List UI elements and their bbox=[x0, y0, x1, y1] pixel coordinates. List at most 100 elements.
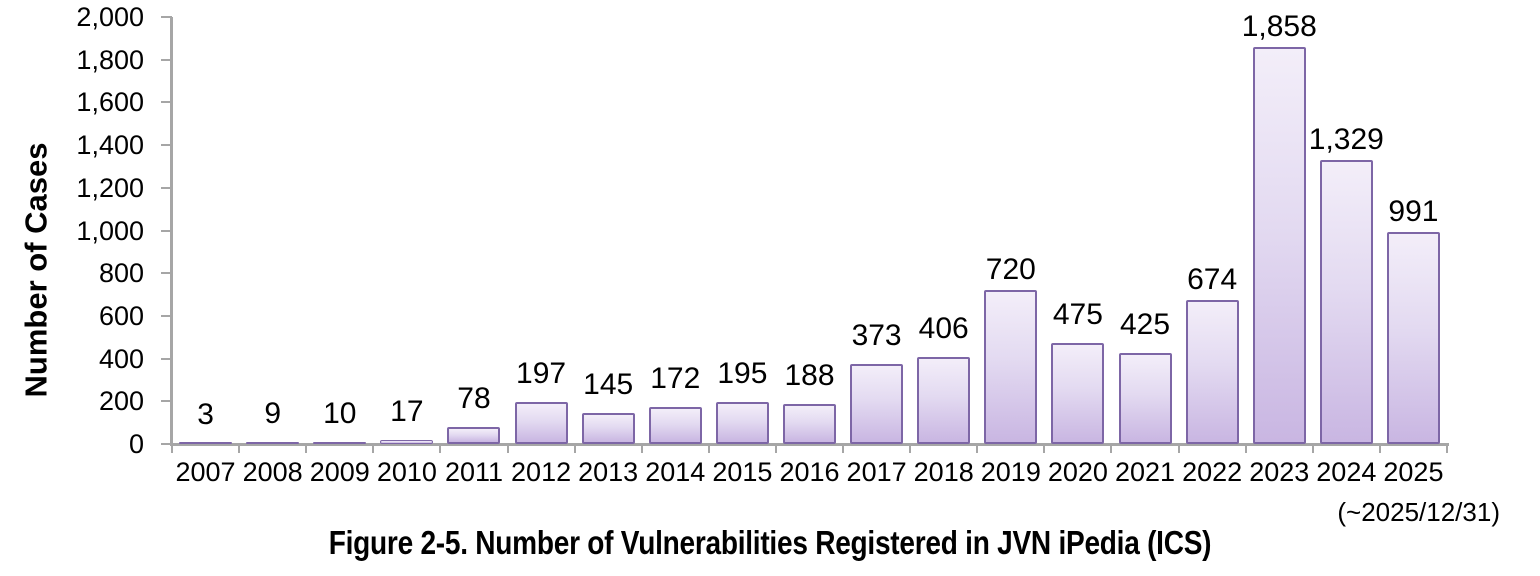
x-tick bbox=[976, 444, 979, 453]
x-tick-label-2016: 2016 bbox=[779, 457, 840, 487]
x-tick bbox=[640, 444, 643, 453]
x-tick-label-2008: 2008 bbox=[242, 457, 303, 487]
x-tick-label-2023: 2023 bbox=[1249, 457, 1310, 487]
x-tick bbox=[774, 444, 777, 453]
bar-2018 bbox=[917, 357, 971, 444]
x-tick bbox=[171, 444, 173, 453]
y-tick bbox=[161, 229, 172, 232]
bar-2015 bbox=[715, 402, 769, 444]
x-tick-label-2012: 2012 bbox=[511, 457, 572, 487]
x-tick-label-2014: 2014 bbox=[645, 457, 706, 487]
y-tick-label: 1,800 bbox=[76, 44, 144, 75]
bar-value-2023: 1,858 bbox=[1241, 10, 1317, 44]
bar-value-2017: 373 bbox=[851, 319, 902, 353]
bar-2007 bbox=[179, 442, 233, 444]
bar-2024 bbox=[1319, 160, 1373, 444]
y-axis-line bbox=[170, 17, 173, 446]
x-tick bbox=[909, 444, 912, 453]
y-tick bbox=[161, 443, 172, 445]
bar-2017 bbox=[850, 364, 904, 444]
x-tick-label-2019: 2019 bbox=[980, 457, 1041, 487]
y-tick-label: 1,400 bbox=[76, 130, 144, 161]
bar-value-2010: 17 bbox=[390, 395, 424, 429]
bar-2023 bbox=[1252, 47, 1306, 444]
bar-value-2024: 1,329 bbox=[1308, 123, 1384, 157]
x-tick-label-2007: 2007 bbox=[175, 457, 236, 487]
x-tick bbox=[1311, 444, 1314, 453]
y-tick-label: 1,600 bbox=[76, 87, 144, 118]
x-tick bbox=[372, 444, 375, 453]
x-tick bbox=[238, 444, 241, 453]
bar-2010 bbox=[380, 440, 434, 444]
y-tick-label: 0 bbox=[128, 429, 144, 459]
bar-2020 bbox=[1051, 342, 1105, 444]
y-tick-label: 600 bbox=[98, 300, 144, 331]
y-tick bbox=[161, 400, 172, 403]
bar-2025 bbox=[1386, 232, 1440, 444]
bar-2011 bbox=[447, 427, 501, 444]
bar-value-2015: 195 bbox=[717, 357, 768, 391]
bar-value-2011: 78 bbox=[457, 382, 491, 416]
y-tick bbox=[161, 16, 172, 18]
x-tick-label-2013: 2013 bbox=[578, 457, 639, 487]
bar-value-2014: 172 bbox=[650, 362, 701, 396]
x-tick bbox=[1378, 444, 1381, 453]
bar-2008 bbox=[246, 442, 300, 444]
x-tick-label-2022: 2022 bbox=[1182, 457, 1243, 487]
figure-caption: Figure 2-5. Number of Vulnerabilities Re… bbox=[328, 524, 1212, 561]
bar-value-2008: 9 bbox=[264, 397, 281, 431]
x-tick bbox=[707, 444, 710, 453]
x-tick bbox=[573, 444, 576, 453]
x-tick bbox=[1043, 444, 1046, 453]
y-tick bbox=[161, 357, 172, 360]
x-tick bbox=[1244, 444, 1247, 453]
y-tick-label: 1,000 bbox=[76, 215, 144, 246]
x-tick-label-2024: 2024 bbox=[1316, 457, 1377, 487]
bar-value-2009: 10 bbox=[323, 396, 357, 430]
x-tick-label-2018: 2018 bbox=[913, 457, 974, 487]
bar-2019 bbox=[984, 290, 1038, 444]
y-tick-label: 800 bbox=[98, 258, 144, 289]
y-tick bbox=[161, 186, 172, 189]
bar-value-2012: 197 bbox=[516, 356, 567, 390]
bar-value-2019: 720 bbox=[985, 253, 1036, 287]
bar-value-2018: 406 bbox=[918, 312, 969, 346]
x-tick bbox=[1177, 444, 1180, 453]
y-tick bbox=[161, 272, 172, 275]
x-tick bbox=[439, 444, 442, 453]
bar-value-2013: 145 bbox=[583, 368, 634, 402]
y-tick-label: 400 bbox=[98, 343, 144, 374]
x-tick bbox=[1446, 444, 1448, 453]
bar-2022 bbox=[1185, 300, 1239, 444]
bar-value-2022: 674 bbox=[1187, 263, 1238, 297]
bar-value-2016: 188 bbox=[784, 358, 835, 392]
x-tick-label-2025: 2025 bbox=[1383, 457, 1444, 487]
x-tick-label-2021: 2021 bbox=[1114, 457, 1176, 487]
y-tick-label: 2,000 bbox=[76, 2, 144, 32]
y-tick bbox=[161, 314, 172, 317]
bar-2014 bbox=[648, 407, 702, 444]
x-tick-label-2011: 2011 bbox=[444, 457, 503, 487]
bar-2013 bbox=[581, 413, 635, 444]
x-tick-label-2015: 2015 bbox=[712, 457, 773, 487]
x-tick bbox=[506, 444, 509, 453]
x-tick bbox=[1110, 444, 1113, 453]
x-tick-label-2009: 2009 bbox=[309, 457, 370, 487]
bar-value-2020: 475 bbox=[1052, 297, 1103, 331]
x-tick bbox=[305, 444, 308, 453]
x-axis-line bbox=[170, 443, 1449, 446]
y-tick bbox=[161, 58, 172, 61]
bar-2009 bbox=[313, 441, 367, 444]
y-tick-label: 200 bbox=[98, 386, 144, 417]
bar-2016 bbox=[783, 403, 836, 444]
x-tick-label-2020: 2020 bbox=[1047, 457, 1108, 487]
y-tick-label: 1,200 bbox=[76, 172, 144, 203]
y-tick bbox=[161, 144, 172, 147]
x-tick-label-2010: 2010 bbox=[376, 457, 437, 487]
date-note: (~2025/12/31) bbox=[1337, 497, 1500, 527]
bar-2012 bbox=[514, 401, 568, 444]
bar-value-2025: 991 bbox=[1388, 195, 1439, 229]
x-tick-label-2017: 2017 bbox=[846, 457, 907, 487]
x-tick bbox=[842, 444, 845, 453]
